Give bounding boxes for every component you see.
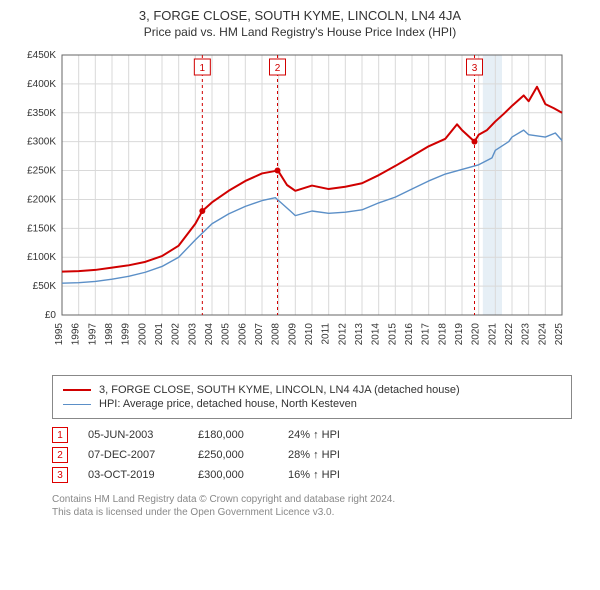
marker-row: 1 05-JUN-2003 £180,000 24% ↑ HPI xyxy=(52,427,588,443)
svg-text:1996: 1996 xyxy=(71,323,82,346)
svg-text:2025: 2025 xyxy=(554,323,565,346)
svg-text:3: 3 xyxy=(472,63,478,74)
svg-text:1997: 1997 xyxy=(87,323,98,346)
marker-row: 3 03-OCT-2019 £300,000 16% ↑ HPI xyxy=(52,467,588,483)
svg-text:2022: 2022 xyxy=(504,323,515,346)
svg-text:2006: 2006 xyxy=(237,323,248,346)
marker-row: 2 07-DEC-2007 £250,000 28% ↑ HPI xyxy=(52,447,588,463)
attribution-footer: Contains HM Land Registry data © Crown c… xyxy=(52,493,588,519)
svg-text:2010: 2010 xyxy=(304,323,315,346)
marker-date: 03-OCT-2019 xyxy=(88,469,178,481)
svg-text:2008: 2008 xyxy=(271,323,282,346)
svg-text:2013: 2013 xyxy=(354,323,365,346)
svg-text:2009: 2009 xyxy=(287,323,298,346)
svg-text:2015: 2015 xyxy=(387,323,398,346)
svg-text:2005: 2005 xyxy=(221,323,232,346)
svg-text:2004: 2004 xyxy=(204,323,215,346)
svg-text:1999: 1999 xyxy=(121,323,132,346)
svg-text:£50K: £50K xyxy=(33,281,57,292)
svg-text:2: 2 xyxy=(275,63,281,74)
svg-text:2002: 2002 xyxy=(171,323,182,346)
marker-price: £180,000 xyxy=(198,429,268,441)
svg-text:£250K: £250K xyxy=(27,166,56,177)
svg-text:£0: £0 xyxy=(45,310,57,321)
title-line-1: 3, FORGE CLOSE, SOUTH KYME, LINCOLN, LN4… xyxy=(12,8,588,23)
svg-text:2019: 2019 xyxy=(454,323,465,346)
legend-item: HPI: Average price, detached house, Nort… xyxy=(63,398,561,410)
svg-text:2000: 2000 xyxy=(137,323,148,346)
marker-number-box: 2 xyxy=(52,447,68,463)
legend-label: HPI: Average price, detached house, Nort… xyxy=(99,398,357,410)
svg-text:2023: 2023 xyxy=(521,323,532,346)
svg-text:2014: 2014 xyxy=(371,323,382,346)
svg-text:2018: 2018 xyxy=(437,323,448,346)
footer-line-1: Contains HM Land Registry data © Crown c… xyxy=(52,493,588,506)
svg-text:1998: 1998 xyxy=(104,323,115,346)
svg-text:1: 1 xyxy=(200,63,206,74)
price-chart: £0 £50K £100K £150K £200K £250K £300K £350K £400… xyxy=(12,45,588,365)
marker-number-box: 1 xyxy=(52,427,68,443)
svg-text:2012: 2012 xyxy=(337,323,348,346)
svg-text:£450K: £450K xyxy=(27,50,56,61)
svg-text:2001: 2001 xyxy=(154,323,165,346)
legend-label: 3, FORGE CLOSE, SOUTH KYME, LINCOLN, LN4… xyxy=(99,384,460,396)
legend-swatch xyxy=(63,389,91,391)
marker-date: 07-DEC-2007 xyxy=(88,449,178,461)
svg-text:2011: 2011 xyxy=(321,323,332,345)
svg-text:£300K: £300K xyxy=(27,137,56,148)
svg-text:£150K: £150K xyxy=(27,223,56,234)
svg-text:£100K: £100K xyxy=(27,252,56,263)
svg-text:2021: 2021 xyxy=(487,323,498,346)
marker-date: 05-JUN-2003 xyxy=(88,429,178,441)
footer-line-2: This data is licensed under the Open Gov… xyxy=(52,506,588,519)
marker-diff: 28% ↑ HPI xyxy=(288,449,378,461)
legend-swatch xyxy=(63,404,91,405)
marker-price: £250,000 xyxy=(198,449,268,461)
marker-number-box: 3 xyxy=(52,467,68,483)
svg-text:2017: 2017 xyxy=(421,323,432,346)
svg-text:£200K: £200K xyxy=(27,194,56,205)
svg-text:2003: 2003 xyxy=(187,323,198,346)
svg-text:£400K: £400K xyxy=(27,79,56,90)
title-line-2: Price paid vs. HM Land Registry's House … xyxy=(12,25,588,39)
legend-item: 3, FORGE CLOSE, SOUTH KYME, LINCOLN, LN4… xyxy=(63,384,561,396)
svg-text:2020: 2020 xyxy=(471,323,482,346)
svg-text:£350K: £350K xyxy=(27,108,56,119)
svg-text:2016: 2016 xyxy=(404,323,415,346)
legend: 3, FORGE CLOSE, SOUTH KYME, LINCOLN, LN4… xyxy=(52,375,572,419)
marker-diff: 16% ↑ HPI xyxy=(288,469,378,481)
chart-svg: £0 £50K £100K £150K £200K £250K £300K £350K £400… xyxy=(12,45,572,365)
svg-text:2024: 2024 xyxy=(537,323,548,346)
svg-text:2007: 2007 xyxy=(254,323,265,346)
marker-diff: 24% ↑ HPI xyxy=(288,429,378,441)
chart-titles: 3, FORGE CLOSE, SOUTH KYME, LINCOLN, LN4… xyxy=(12,8,588,39)
marker-table: 1 05-JUN-2003 £180,000 24% ↑ HPI 2 07-DEC-200… xyxy=(52,427,588,483)
marker-price: £300,000 xyxy=(198,469,268,481)
svg-text:1995: 1995 xyxy=(54,323,65,346)
